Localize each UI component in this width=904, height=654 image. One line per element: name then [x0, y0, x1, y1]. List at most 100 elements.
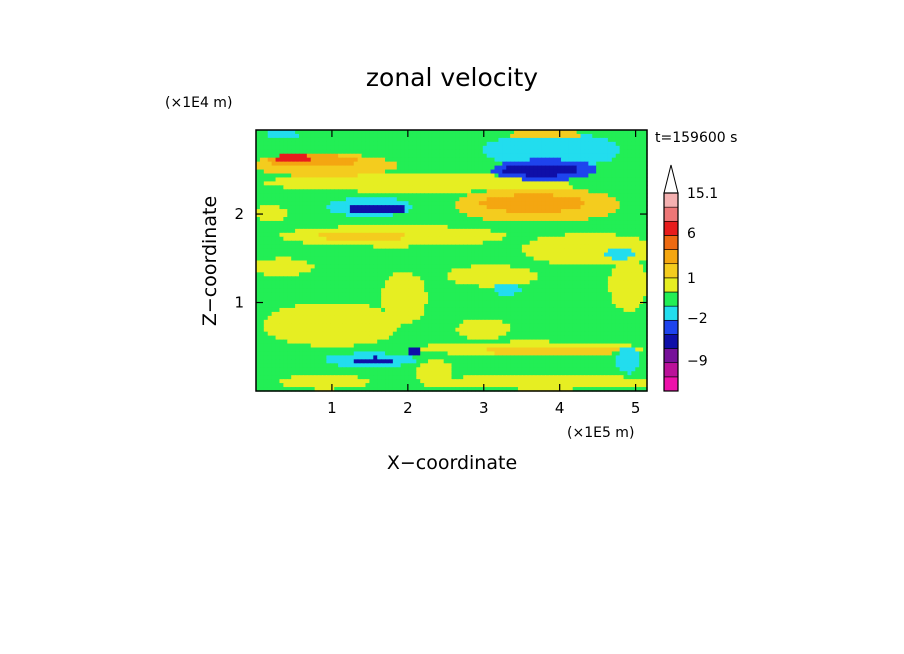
field-cell — [408, 161, 413, 167]
field-cell — [291, 323, 296, 329]
field-cell — [615, 169, 621, 175]
field-cell — [521, 177, 527, 182]
field-cell — [584, 236, 589, 242]
field-cell — [455, 217, 460, 222]
field-cell — [576, 137, 582, 143]
field-cell — [572, 193, 578, 198]
field-cell — [291, 189, 296, 194]
field-cell — [549, 157, 554, 163]
field-cell — [310, 296, 316, 301]
field-cell — [588, 181, 593, 186]
field-cell — [471, 268, 476, 273]
field-cell — [396, 193, 402, 198]
field-cell — [619, 185, 625, 190]
field-cell — [318, 220, 324, 226]
field-cell — [330, 296, 335, 301]
field-cell — [447, 304, 453, 309]
field-cell — [431, 145, 437, 151]
field-cell — [545, 209, 550, 214]
field-cell — [541, 284, 546, 289]
field-cell — [345, 307, 351, 313]
field-cell — [482, 268, 488, 273]
field-cell — [447, 323, 453, 329]
field-cell — [615, 288, 621, 293]
field-cell — [416, 197, 421, 202]
field-cell — [623, 177, 629, 182]
field-cell — [619, 224, 625, 230]
field-cell — [334, 205, 339, 210]
field-cell — [377, 201, 382, 206]
field-cell — [435, 323, 441, 329]
field-cell — [330, 193, 335, 198]
field-cell — [342, 165, 347, 171]
field-cell — [322, 232, 327, 238]
field-cell — [603, 201, 609, 206]
field-cell — [545, 153, 550, 159]
field-cell — [560, 220, 566, 226]
field-cell — [572, 201, 578, 206]
field-cell — [259, 197, 265, 202]
field-cell — [514, 145, 519, 151]
field-cell — [326, 252, 331, 258]
field-cell — [517, 130, 523, 135]
field-cell — [330, 256, 335, 262]
field-cell — [439, 201, 445, 206]
field-cell — [396, 133, 402, 139]
field-cell — [416, 209, 421, 214]
field-cell — [643, 153, 648, 159]
field-cell — [494, 141, 500, 147]
field-cell — [545, 280, 550, 285]
field-cell — [443, 197, 449, 202]
field-cell — [474, 248, 480, 254]
field-cell — [467, 145, 472, 151]
field-cell — [428, 133, 433, 139]
field-cell — [416, 304, 421, 309]
field-cell — [482, 220, 488, 226]
field-cell — [310, 220, 316, 226]
y-axis-label: Z−coordinate — [199, 196, 221, 326]
field-cell — [322, 307, 327, 313]
field-cell — [377, 185, 382, 190]
field-cell — [306, 161, 312, 167]
field-cell — [310, 244, 316, 250]
field-cell — [428, 153, 433, 159]
field-cell — [545, 319, 550, 325]
field-cell — [471, 323, 476, 329]
field-cell — [474, 292, 480, 297]
field-cell — [623, 201, 629, 206]
field-cell — [478, 232, 484, 238]
field-cell — [412, 268, 417, 273]
field-cell — [439, 256, 445, 262]
field-cell — [400, 228, 406, 234]
field-cell — [584, 201, 589, 206]
field-cell — [533, 133, 539, 139]
field-cell — [396, 185, 402, 190]
field-cell — [349, 220, 355, 226]
field-cell — [592, 280, 597, 285]
field-cell — [338, 300, 343, 305]
field-cell — [338, 153, 343, 159]
field-cell — [592, 248, 597, 254]
field-cell — [330, 323, 335, 329]
field-cell — [310, 260, 316, 266]
field-cell — [525, 145, 531, 151]
field-cell — [541, 220, 546, 226]
field-cell — [521, 224, 527, 230]
field-cell — [533, 220, 539, 226]
field-cell — [588, 141, 593, 147]
field-cell — [471, 260, 476, 266]
field-cell — [259, 304, 265, 309]
field-cell — [592, 260, 597, 266]
field-cell — [428, 323, 433, 329]
field-cell — [416, 177, 421, 182]
field-cell — [619, 280, 625, 285]
field-cell — [545, 288, 550, 293]
field-cell — [408, 323, 413, 329]
field-cell — [455, 248, 460, 254]
field-cell — [431, 220, 437, 226]
field-cell — [510, 280, 515, 285]
field-cell — [392, 244, 398, 250]
field-cell — [463, 315, 468, 321]
field-cell — [345, 284, 351, 289]
field-cell — [259, 185, 265, 190]
